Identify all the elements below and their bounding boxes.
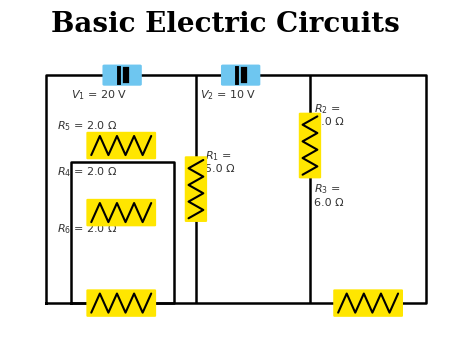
FancyBboxPatch shape [86, 289, 156, 317]
FancyBboxPatch shape [86, 199, 156, 226]
Text: $R_4$ = 2.0 Ω: $R_4$ = 2.0 Ω [57, 166, 118, 179]
FancyBboxPatch shape [86, 132, 156, 159]
FancyBboxPatch shape [299, 113, 321, 178]
FancyBboxPatch shape [221, 65, 261, 86]
Text: $V_1$ = 20 V: $V_1$ = 20 V [71, 89, 127, 102]
FancyBboxPatch shape [185, 156, 207, 222]
Text: $R_6$ = 2.0 Ω: $R_6$ = 2.0 Ω [57, 223, 118, 237]
Text: $R_1$ =
5.0 Ω: $R_1$ = 5.0 Ω [205, 149, 234, 174]
Text: $R_2$ =
4.0 Ω: $R_2$ = 4.0 Ω [315, 102, 344, 127]
Text: $R_5$ = 2.0 Ω: $R_5$ = 2.0 Ω [57, 119, 118, 132]
FancyBboxPatch shape [103, 65, 142, 86]
Text: Basic Electric Circuits: Basic Electric Circuits [50, 11, 400, 39]
Text: $V_2$ = 10 V: $V_2$ = 10 V [200, 89, 257, 102]
FancyBboxPatch shape [333, 289, 403, 317]
Text: $R_3$ =
6.0 Ω: $R_3$ = 6.0 Ω [315, 183, 344, 208]
